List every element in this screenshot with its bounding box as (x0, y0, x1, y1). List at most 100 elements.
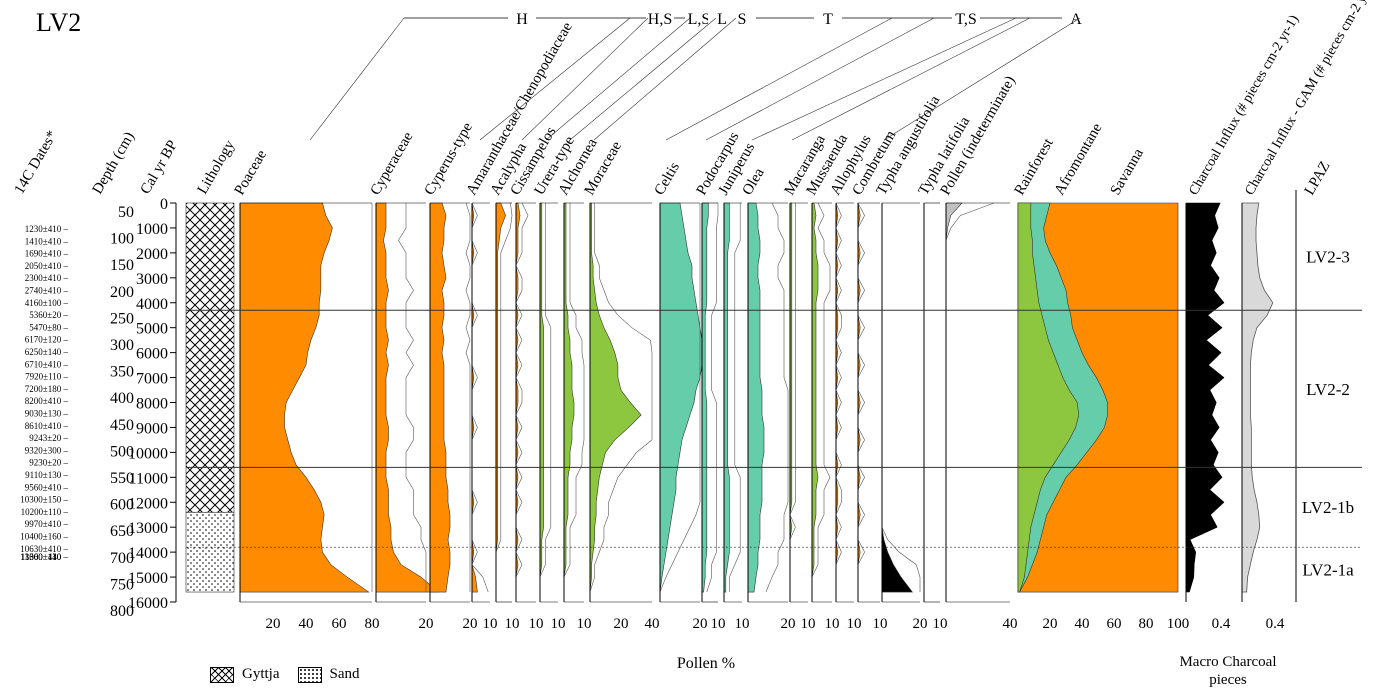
group-label: H (516, 11, 528, 28)
age-tick-label: 8000 (136, 396, 168, 413)
group-label: T (823, 11, 833, 28)
age-tick-label: 10000 (128, 445, 168, 462)
age-tick-label: 1000 (136, 221, 168, 238)
charcoal-gam-area (1241, 202, 1274, 593)
c14-date-label: 11360±410 – (21, 552, 69, 562)
group-label-bg (952, 9, 980, 27)
taxon-exaggeration-podocarpus (706, 203, 719, 593)
c14-date-label: 13000±130 – (20, 552, 68, 562)
lithology-sand (185, 511, 235, 593)
charcoal-axis-title-1: Macro Charcoal (1179, 654, 1276, 670)
depth-tick-label: 250 (110, 310, 134, 327)
column-header: Cal yr BP (138, 138, 181, 197)
taxon-name-poaceae: Poaceae (232, 147, 271, 198)
taxon-area-juniperus (723, 202, 730, 593)
sand-swatch (297, 666, 322, 683)
taxon-exaggeration-allophylus (835, 202, 842, 593)
c14-date-label: 9230±20 – (29, 458, 68, 468)
depth-tick-label: 200 (110, 284, 134, 301)
charcoal-influx-area (1185, 202, 1225, 593)
taxon-area-amaranthaceae-chenopodiaceae (471, 202, 478, 593)
group-connector (309, 17, 405, 141)
c14-date-label: 10300±150 – (20, 495, 68, 505)
taxon-tick-label: 40 (1003, 616, 1018, 632)
taxon-tick-label: 10 (801, 616, 816, 632)
c14-date-label: 5360±20 – (29, 310, 68, 320)
summary-tick-label: 100 (1167, 616, 1190, 632)
taxon-tick-label: 10 (551, 616, 566, 632)
taxon-tick-label: 20 (781, 616, 796, 632)
c14-date-label: 2300±410 – (25, 273, 69, 283)
depth-tick-label: 150 (110, 257, 134, 274)
depth-tick-label: 800 (110, 603, 134, 620)
taxon-tick-label: 10 (483, 616, 498, 632)
taxon-area-poaceae (239, 202, 370, 593)
summary-name-rainforest: Rainforest (1012, 135, 1058, 198)
c14-date-label: 8200±410 – (25, 396, 69, 406)
group-label-bg (508, 9, 536, 27)
summary-tick-label: 20 (1043, 616, 1058, 632)
column-header: Depth (cm) (90, 129, 138, 197)
taxon-tick-label: 20 (693, 616, 708, 632)
age-tick-label: 7000 (136, 371, 168, 388)
group-label: H,S (648, 11, 672, 28)
gyttja-label: Gyttja (242, 666, 280, 682)
depth-tick-label: 550 (110, 470, 134, 487)
charcoal-axis-title-2: pieces (1209, 672, 1247, 688)
lithology-legend: Gyttja Sand (210, 666, 378, 683)
taxon-name-celtis: Celtis (652, 160, 683, 198)
c14-date-label: 6710±410 – (25, 359, 69, 369)
taxon-area-cissampelos (515, 202, 521, 593)
age-tick-label: 16000 (128, 595, 168, 612)
c14-date-label: 9110±130 – (25, 470, 68, 480)
age-tick-label: 3000 (136, 271, 168, 288)
taxon-area-alchornea (563, 202, 575, 593)
age-tick-label: 6000 (136, 346, 168, 363)
taxon-exaggeration-celtis (659, 203, 701, 593)
taxon-exaggeration-cyperaceae (398, 203, 427, 593)
summary-tick-label: 80 (1139, 616, 1154, 632)
c14-date-label: 7920±110 – (25, 372, 68, 382)
sand-label: Sand (329, 666, 360, 682)
taxon-area-typha-angustifolia (881, 203, 914, 593)
age-tick-label: 11000 (129, 470, 168, 487)
taxon-exaggeration-amaranthaceae-chenopodiaceae (471, 202, 489, 593)
taxon-tick-label: 10 (873, 616, 888, 632)
summary-name-afromontane: Afromontane (1052, 120, 1106, 198)
c14-date-label: 9970±410 – (25, 519, 69, 529)
taxon-area-pollen-indeterminate (945, 202, 963, 593)
depth-tick-label: 500 (110, 443, 134, 460)
taxon-exaggeration-olea (765, 202, 789, 593)
taxon-tick-label: 20 (266, 616, 281, 632)
c14-date-label: 2050±410 – (25, 261, 69, 271)
summary-name-savanna: Savanna (1108, 146, 1147, 198)
c14-date-label: 1410±410 – (25, 236, 69, 246)
age-tick-label: 0 (160, 196, 168, 213)
taxon-tick-label: 60 (332, 616, 347, 632)
taxon-area-mussaenda (811, 202, 819, 593)
taxon-exaggeration-juniperus (729, 203, 741, 593)
taxon-tick-label: 80 (365, 616, 380, 632)
taxon-tick-label: 10 (529, 616, 544, 632)
taxon-tick-label: 10 (577, 616, 592, 632)
taxon-area-podocarpus (701, 202, 709, 593)
charcoal-gam-tick-label: 0.4 (1266, 616, 1285, 632)
depth-tick-label: 650 (110, 523, 134, 540)
taxon-exaggeration-alchornea (563, 203, 585, 593)
zone-label-lv2-1b: LV2-1b (1302, 498, 1354, 517)
c14-date-label: 10200±110 – (21, 507, 69, 517)
taxon-tick-label: 40 (299, 616, 314, 632)
taxon-tick-label: 20 (614, 616, 629, 632)
depth-tick-label: 300 (110, 337, 134, 354)
c14-date-label: 9320±300 – (25, 445, 69, 455)
c14-date-label: 9243±20 – (29, 433, 68, 443)
taxon-tick-label: 20 (419, 616, 434, 632)
gyttja-swatch (210, 666, 234, 683)
taxon-exaggeration-mussaenda (811, 202, 831, 593)
zone-label-lv2-1a: LV2-1a (1302, 561, 1354, 580)
taxon-exaggeration-moraceae (589, 203, 653, 593)
taxon-exaggeration-urera-type (539, 203, 552, 593)
group-connector (521, 17, 649, 141)
c14-date-label: 11500±140 – (21, 552, 69, 562)
taxon-tick-label: 20 (463, 616, 478, 632)
